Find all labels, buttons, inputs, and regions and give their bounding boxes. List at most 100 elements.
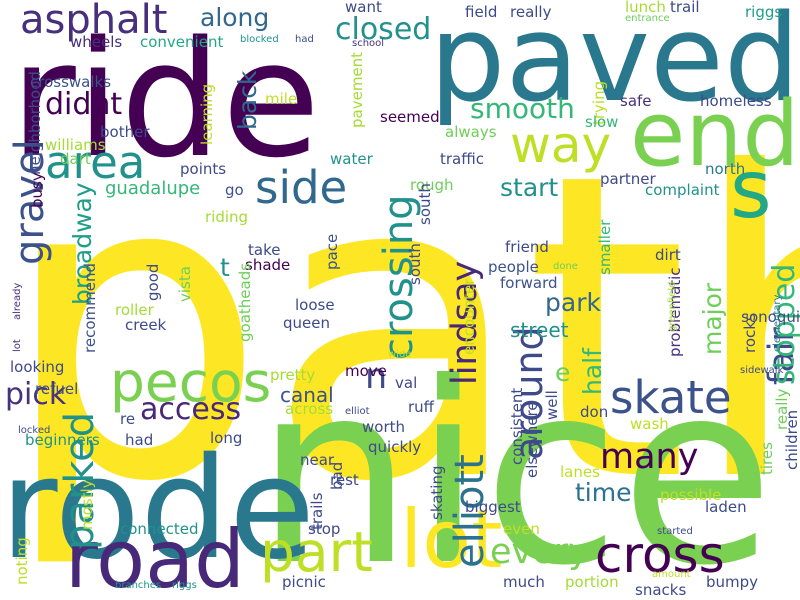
cloud-word-children: children (783, 409, 800, 470)
cloud-word-noting: noting (13, 537, 31, 585)
cloud-word-points: points (180, 160, 227, 178)
cloud-word-rest: rest (330, 471, 359, 489)
cloud-word-riggs: riggs (745, 3, 783, 21)
cloud-word-convenient: convenient (140, 33, 224, 51)
cloud-word-elementary: elementary (772, 294, 783, 352)
cloud-word-half: half (578, 348, 607, 395)
cloud-word-always: always (445, 123, 497, 141)
cloud-word-want: want (345, 0, 382, 16)
cloud-word-move: move (345, 362, 387, 380)
cloud-word-looking: looking (10, 358, 65, 376)
cloud-word-pecos: pecos (110, 350, 272, 414)
cloud-word-park: park (545, 288, 601, 317)
cloud-word-re: re (120, 410, 136, 428)
cloud-word-complaint: complaint (645, 181, 720, 199)
cloud-word-bother: bother (100, 123, 150, 141)
cloud-word-started: started (657, 526, 693, 537)
cloud-word-pavement: pavement (348, 51, 366, 128)
cloud-word-crosswalks: crosswalks (30, 73, 112, 91)
cloud-word-lot: lot (400, 493, 503, 586)
cloud-word-seemed: seemed (380, 108, 440, 126)
cloud-word-neighborhood: neighborhood (26, 71, 44, 175)
cloud-word-portion: portion (565, 573, 619, 591)
cloud-word-across: across (285, 400, 334, 418)
cloud-word-loose: loose (295, 296, 335, 314)
cloud-word-long: long (210, 429, 243, 447)
cloud-word-road: road (65, 513, 245, 600)
cloud-word-smaller: smaller (596, 219, 614, 275)
cloud-word-nice: nice (255, 329, 775, 600)
cloud-word-williams: williams (45, 136, 106, 154)
cloud-word-along: along (200, 3, 270, 32)
cloud-word-major: major (698, 282, 727, 355)
cloud-word-access: access (140, 392, 242, 427)
cloud-word-field: field (465, 3, 498, 21)
cloud-word-sonoqui: sonoqui (741, 308, 800, 326)
cloud-word-biggest: biggest (465, 498, 521, 516)
cloud-word-snacks: snacks (635, 581, 687, 599)
cloud-word-ruff: ruff (408, 398, 435, 416)
cloud-word-wash: wash (630, 415, 669, 433)
cloud-word-had: had (125, 431, 154, 449)
cloud-word-dart: dart (60, 150, 91, 168)
cloud-word-wide: wide (388, 349, 412, 360)
cloud-word-homeless: homeless (700, 92, 772, 110)
cloud-word-trail: trail (670, 0, 700, 16)
cloud-word-street: street (510, 318, 569, 342)
cloud-word-locked: locked (18, 425, 51, 436)
cloud-word-val: val (395, 374, 418, 392)
cloud-word-canal: canal (280, 383, 334, 407)
cloud-word-good: good (144, 263, 162, 301)
cloud-word-go: go (225, 181, 244, 199)
cloud-word-start: start (500, 173, 559, 202)
cloud-word-shade: shade (245, 256, 291, 274)
cloud-word-connected: connected (120, 520, 199, 538)
cloud-word-ride: ride (10, 6, 321, 193)
cloud-word-goatheads: goatheads (236, 262, 254, 342)
cloud-word-s: s (730, 143, 772, 236)
cloud-word-way: way (510, 116, 612, 174)
cloud-word-dirt: dirt (655, 246, 681, 264)
cloud-word-wheels: wheels (70, 33, 123, 51)
cloud-word-encounter: encounter (460, 278, 478, 355)
cloud-word-mile: mile (265, 90, 298, 108)
cloud-word-refuel: refuel (35, 380, 79, 398)
cloud-word-vista: vista (176, 266, 194, 302)
cloud-word-many: many (600, 437, 699, 477)
cloud-word-south: south (406, 243, 424, 285)
cloud-word-laden: laden (705, 498, 747, 516)
cloud-word-greenfield: greenfield (667, 281, 678, 332)
cloud-word-pace: pace (323, 233, 341, 270)
cloud-word-side: side (255, 161, 348, 214)
cloud-word-skate: skate (610, 371, 732, 424)
cloud-word-e: e (555, 358, 571, 387)
cloud-word-amount: amount (652, 569, 691, 580)
cloud-word-worth: worth (362, 418, 406, 436)
cloud-word-already: already (12, 282, 23, 320)
cloud-word-pick: pick (5, 377, 67, 412)
cloud-word-mostly: mostly (78, 479, 96, 530)
cloud-word-traffic: traffic (440, 150, 484, 168)
cloud-word-north: north (705, 160, 746, 178)
cloud-word-every: every (490, 532, 589, 572)
cloud-word-busy: busy (28, 172, 46, 208)
cloud-word-quickly: quickly (368, 438, 422, 456)
cloud-word-school: school (352, 38, 385, 49)
cloud-word-riding: riding (205, 208, 249, 226)
cloud-word-near: near (300, 451, 335, 469)
cloud-word-recommend: recommend (81, 263, 99, 353)
cloud-word-rode: rode (0, 428, 316, 591)
cloud-word-part: part (260, 520, 373, 584)
cloud-word-safe: safe (620, 92, 652, 110)
cloud-word-partner: partner (600, 170, 656, 188)
cloud-word-creek: creek (125, 316, 167, 334)
cloud-word-slow: slow (585, 113, 619, 131)
cloud-word-cross: cross (595, 526, 725, 584)
cloud-word-bumpy: bumpy (706, 573, 759, 591)
cloud-word-well: well (543, 390, 561, 420)
cloud-word-blocked: blocked (240, 34, 279, 45)
cloud-word-forward: forward (500, 274, 558, 292)
cloud-word-riggs: riggs (172, 580, 197, 591)
cloud-word-take: take (248, 241, 281, 259)
cloud-word-paved: paved (429, 0, 800, 129)
